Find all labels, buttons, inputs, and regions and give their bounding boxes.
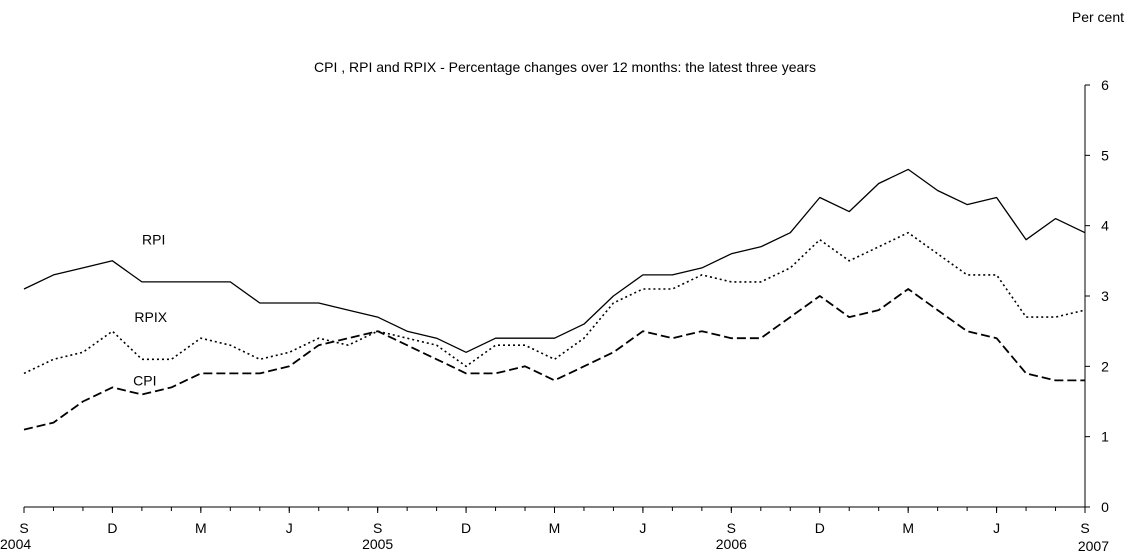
series-line-rpix (23, 231, 1086, 375)
series-label-cpi: CPI (133, 372, 156, 388)
series-line-rpi (23, 168, 1086, 353)
chart-title: CPI , RPI and RPIX - Percentage changes … (314, 59, 816, 75)
x-tick-label: S (19, 520, 28, 536)
x-tick-label: J (993, 520, 1000, 536)
y-tick-label: 5 (1101, 147, 1109, 163)
series-label-rpi: RPI (142, 232, 165, 248)
series-lines (23, 168, 1086, 431)
y-tick-label: 0 (1101, 499, 1109, 515)
x-tick-year-label: 2005 (362, 536, 393, 552)
series-labels: RPI RPIX CPI (133, 232, 168, 389)
x-tick-year-label: 2006 (716, 536, 747, 552)
x-tick-label: M (902, 520, 914, 536)
y-tick-label: 3 (1101, 288, 1109, 304)
x-tick-label: J (639, 520, 646, 536)
x-tick-label: S (1080, 520, 1089, 536)
x-tick-label: M (195, 520, 207, 536)
y-tick-label: 4 (1101, 218, 1109, 234)
y-tick-label: 2 (1101, 358, 1109, 374)
x-tick-label: D (461, 520, 471, 536)
x-tick-label: S (727, 520, 736, 536)
x-tick-label: D (815, 520, 825, 536)
series-label-rpix: RPIX (134, 309, 167, 325)
x-tick-label: D (107, 520, 117, 536)
x-tick-label: J (286, 520, 293, 536)
x-tick-label: M (549, 520, 561, 536)
x-tick-year-label: 2004 (0, 536, 31, 552)
y-tick-label: 6 (1101, 77, 1109, 93)
x-tick-label: S (373, 520, 382, 536)
x-tick-year-label: 2007 (1078, 538, 1109, 554)
series-line-cpi (23, 288, 1085, 431)
y-axis-label: Per cent (1072, 9, 1124, 25)
y-tick-label: 1 (1101, 429, 1109, 445)
